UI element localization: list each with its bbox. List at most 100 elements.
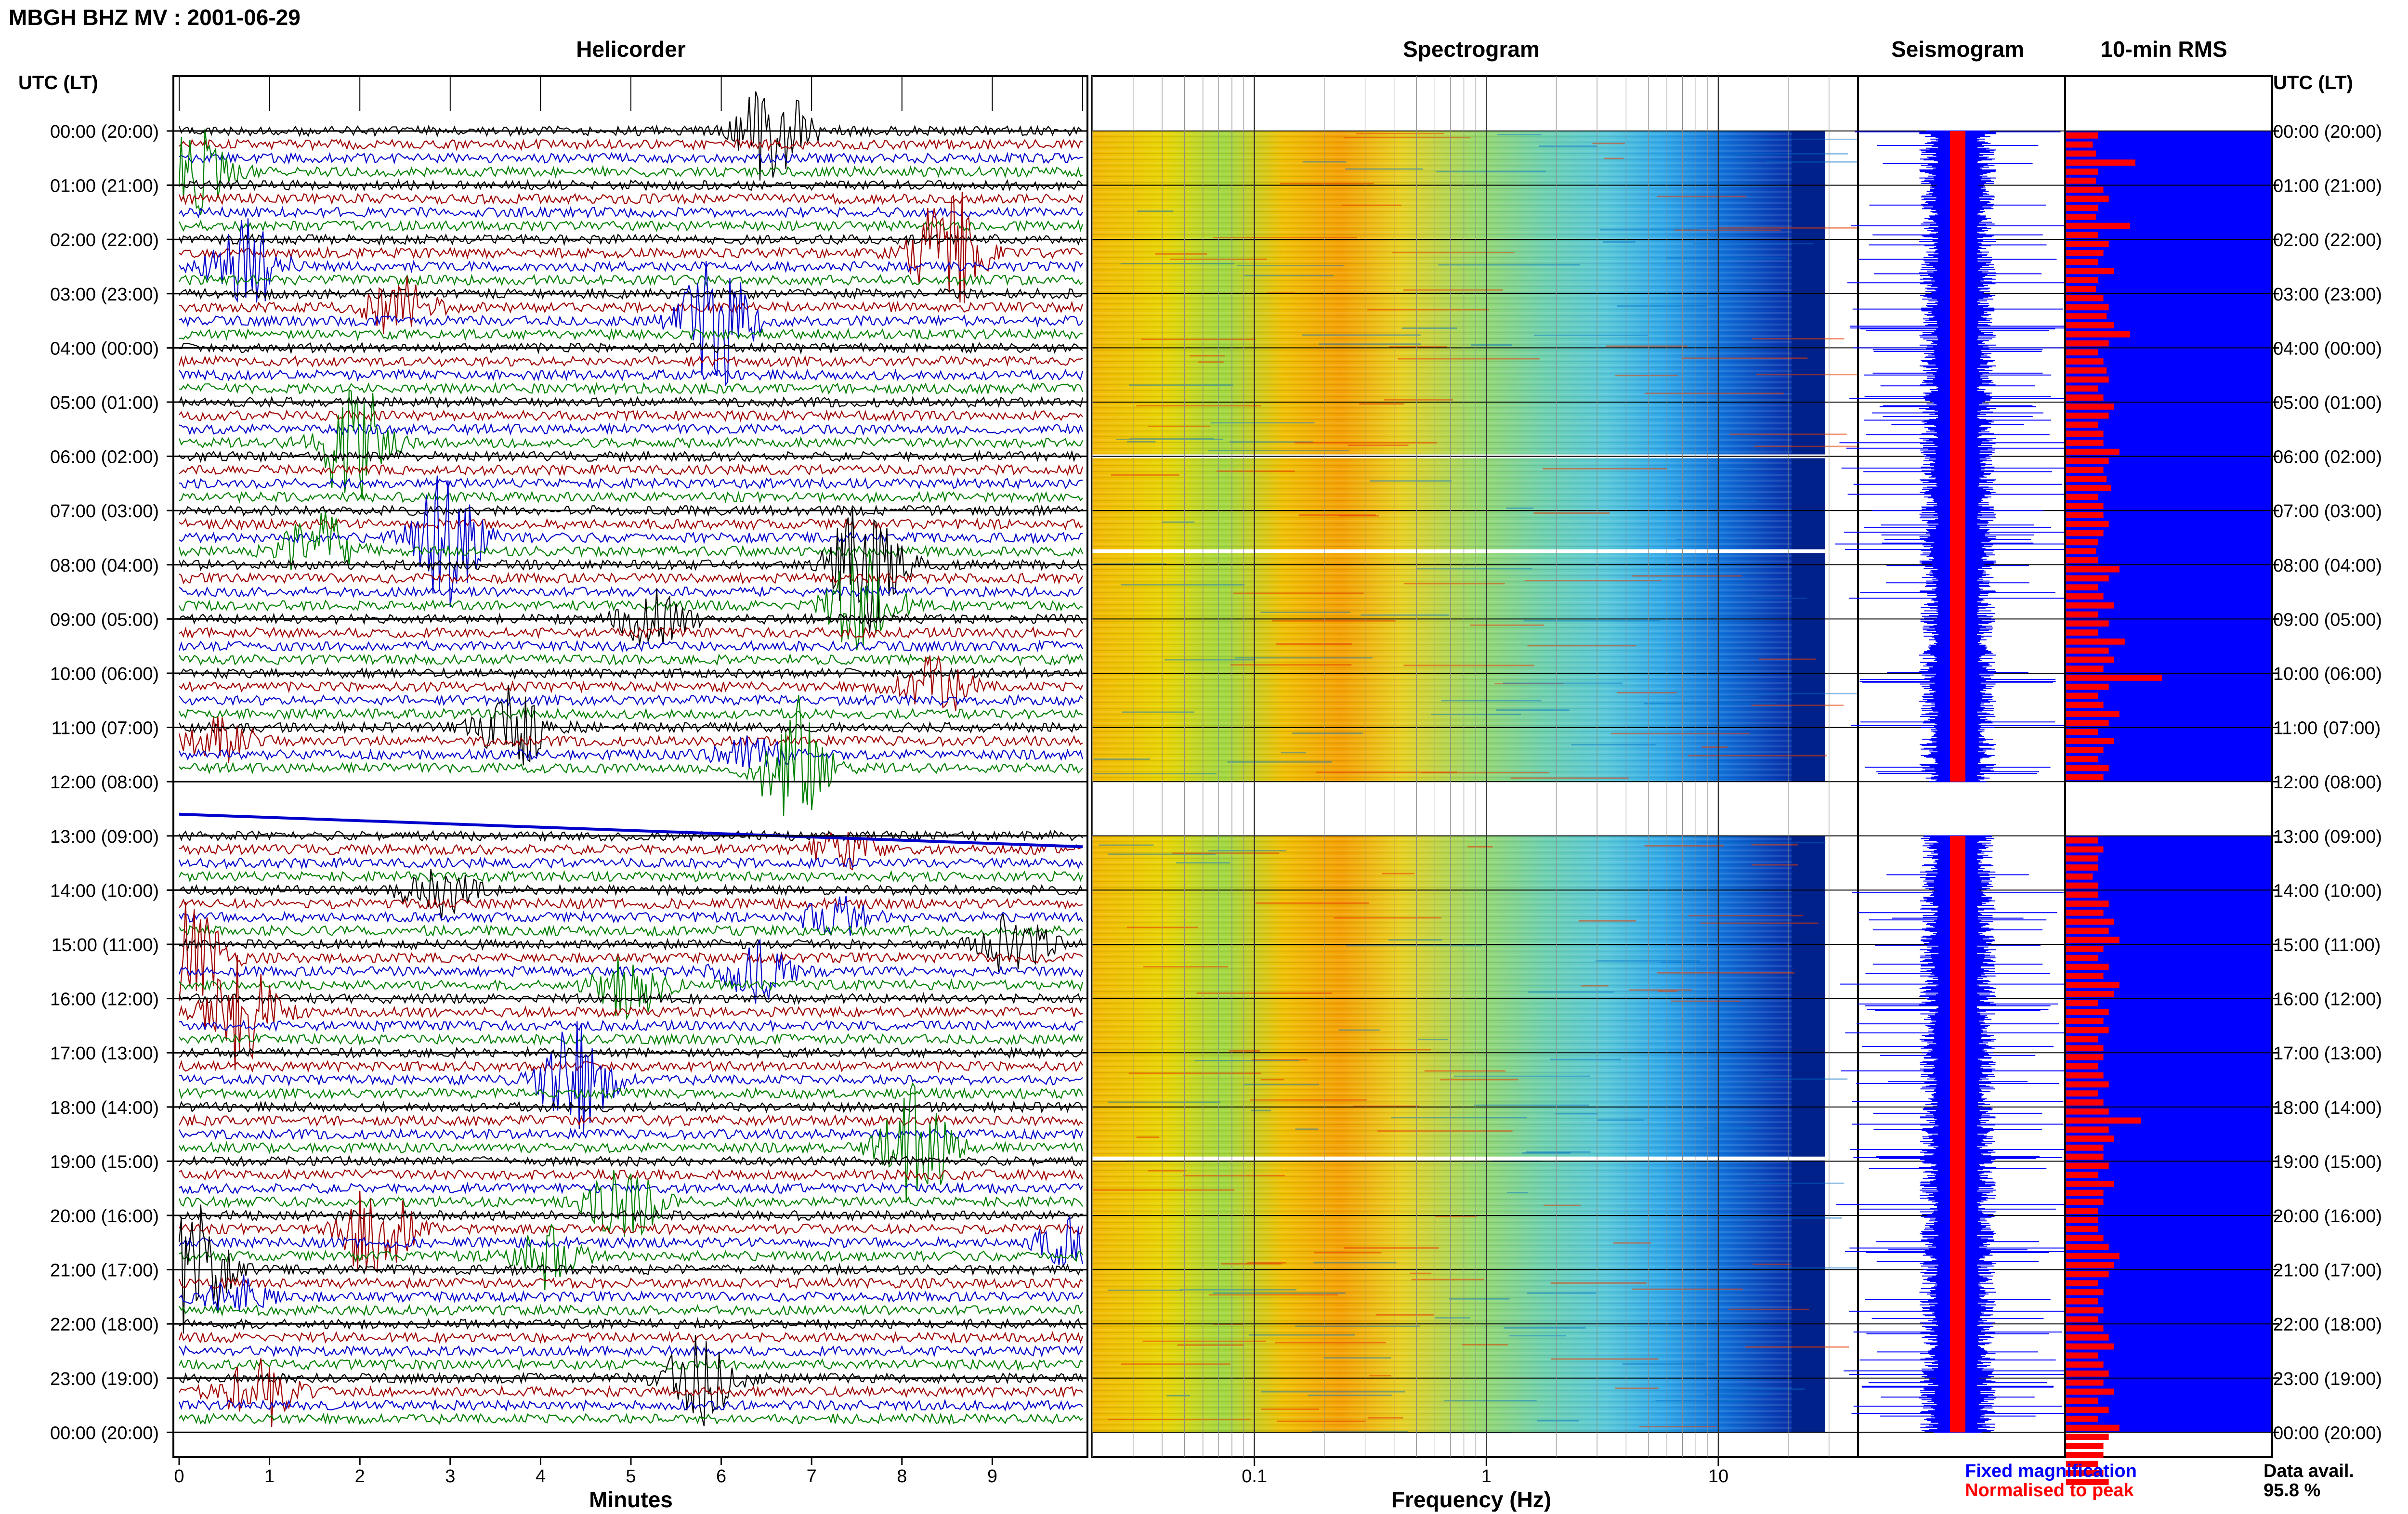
spectrogram-streak xyxy=(1644,703,1777,705)
rms-bar xyxy=(2066,954,2098,961)
frequency-tick-label: 10 xyxy=(1708,1466,1728,1487)
rms-bar xyxy=(2066,692,2098,699)
spectrogram-streak xyxy=(1208,1294,1338,1296)
spectrogram-streak xyxy=(1237,265,1344,267)
spectrogram-streak xyxy=(1615,375,1678,377)
rms-bar xyxy=(2066,1199,2104,1205)
spectrogram-streak xyxy=(1194,1059,1299,1061)
helicorder-trace xyxy=(179,653,1084,666)
spectrogram-streak xyxy=(1592,143,1625,144)
spectrogram-streak xyxy=(1141,339,1256,340)
rms-bar xyxy=(2066,620,2109,627)
helicorder-trace xyxy=(179,276,1084,334)
spectrogram-streak xyxy=(1180,1289,1296,1291)
helicorder-panel xyxy=(172,75,1088,1458)
rms-bar xyxy=(2066,150,2096,157)
spectrogram-streak xyxy=(1356,132,1444,134)
rms-bar xyxy=(2066,1434,2109,1440)
rms-bar xyxy=(2066,1045,2104,1052)
helicorder-trace xyxy=(178,992,1083,1005)
helicorder-trace xyxy=(178,355,1083,368)
spectrogram-streak xyxy=(1753,1263,1791,1265)
rms-bar xyxy=(2066,530,2104,536)
spectrogram-streak xyxy=(1760,1078,1848,1080)
rms-bar xyxy=(2066,837,2098,844)
spectrogram-streak xyxy=(1494,683,1564,685)
spectrogram-streak xyxy=(1571,744,1656,746)
rms-bar xyxy=(2066,1352,2098,1359)
rms-bar xyxy=(2066,141,2093,148)
spectrogram-streak xyxy=(1617,692,1677,693)
helicorder-trace xyxy=(178,1331,1084,1344)
rms-bar xyxy=(2066,666,2104,672)
helicorder-trace xyxy=(179,1215,1084,1268)
rms-bar xyxy=(2066,1099,2104,1106)
frequency-axis: 0.1 1 10 xyxy=(1242,1457,1728,1487)
spectrogram-streak xyxy=(1700,922,1819,924)
spectrogram-streak xyxy=(1137,210,1174,212)
helicorder-trace xyxy=(179,477,1083,490)
spectrogram-streak xyxy=(1581,985,1609,987)
minute-axis: 0 1 2 3 4 5 6 7 8 9 xyxy=(174,1457,997,1487)
rms-bar xyxy=(2066,349,2098,356)
rms-bar xyxy=(2066,1189,2104,1196)
helicorder-traces xyxy=(174,76,1086,1433)
spectrogram-streak xyxy=(1752,864,1798,866)
spectrogram-streak xyxy=(1550,1058,1621,1060)
spectrogram-streak xyxy=(1353,1105,1419,1107)
helicorder-trace xyxy=(179,1113,1083,1127)
frequency-x-label: Frequency (Hz) xyxy=(1391,1487,1551,1512)
rms-bar xyxy=(2066,1162,2109,1169)
time-label-right: 17:00 (13:00) xyxy=(2273,1044,2382,1064)
spectrogram-streak xyxy=(1644,845,1724,847)
spectrogram-streak xyxy=(1731,153,1848,155)
rms-bar xyxy=(2066,1217,2098,1223)
spectrogram-streak xyxy=(1749,1267,1891,1269)
spectrogram-streak xyxy=(1510,777,1629,779)
spectrogram-streak xyxy=(1751,705,1844,706)
spectrogram-streak xyxy=(1281,752,1307,754)
helicorder-trace xyxy=(179,956,1084,1020)
rms-bar xyxy=(2066,1208,2098,1214)
rms-bar xyxy=(2066,340,2109,347)
spectrogram-streak xyxy=(1308,1395,1392,1397)
spectrogram-streak xyxy=(1596,960,1700,962)
rms-bar xyxy=(2066,1443,2104,1449)
helicorder-trace xyxy=(179,422,1084,436)
time-label-left: 20:00 (16:00) xyxy=(50,1206,159,1227)
time-label-left: 12:00 (08:00) xyxy=(50,772,159,793)
spectrogram-streak xyxy=(1189,355,1225,357)
rms-bar xyxy=(2066,946,2104,952)
rms-bar xyxy=(2066,1407,2109,1413)
spectrogram-streak xyxy=(1629,989,1692,991)
helicorder-trace xyxy=(179,206,1083,219)
time-label-right: 14:00 (10:00) xyxy=(2273,881,2382,901)
spectrogram-streak xyxy=(1509,1335,1567,1337)
spectrogram-streak xyxy=(1375,1314,1434,1316)
rms-bar xyxy=(2066,222,2130,229)
minute-tick-label: 1 xyxy=(264,1466,275,1487)
spectrogram-streak xyxy=(1339,515,1379,517)
time-label-left: 06:00 (02:00) xyxy=(50,447,159,468)
spectrogram-streak xyxy=(1388,939,1442,941)
spectrogram-streak xyxy=(1319,343,1422,345)
time-label-right: 07:00 (03:00) xyxy=(2273,501,2382,522)
spectrogram-streak xyxy=(1208,850,1286,852)
spectrogram-streak xyxy=(1415,568,1532,570)
seismogram-traces xyxy=(1835,131,2081,1433)
spectrogram-streak xyxy=(1550,1282,1647,1284)
helicorder-trace xyxy=(179,551,1083,651)
panel-title-seismogram: Seismogram xyxy=(1891,37,2024,62)
time-labels-right: 00:00 (20:00) 01:00 (21:00) 02:00 (22:00) 0… xyxy=(2271,122,2382,1443)
time-label-right: 11:00 (07:00) xyxy=(2273,718,2381,739)
rms-bar xyxy=(2066,169,2098,175)
rms-bar xyxy=(2066,1379,2104,1386)
spectrogram-streak xyxy=(1655,1400,1744,1402)
spectrogram-streak xyxy=(1162,521,1195,523)
helicorder-trace xyxy=(178,857,1083,870)
spectrogram-streak xyxy=(1243,1083,1320,1085)
time-label-right: 08:00 (04:00) xyxy=(2273,556,2382,576)
spectrogram-streak xyxy=(1248,1334,1355,1336)
spectrogram-streak xyxy=(1129,384,1233,386)
spectrogram-streak xyxy=(1438,264,1580,266)
